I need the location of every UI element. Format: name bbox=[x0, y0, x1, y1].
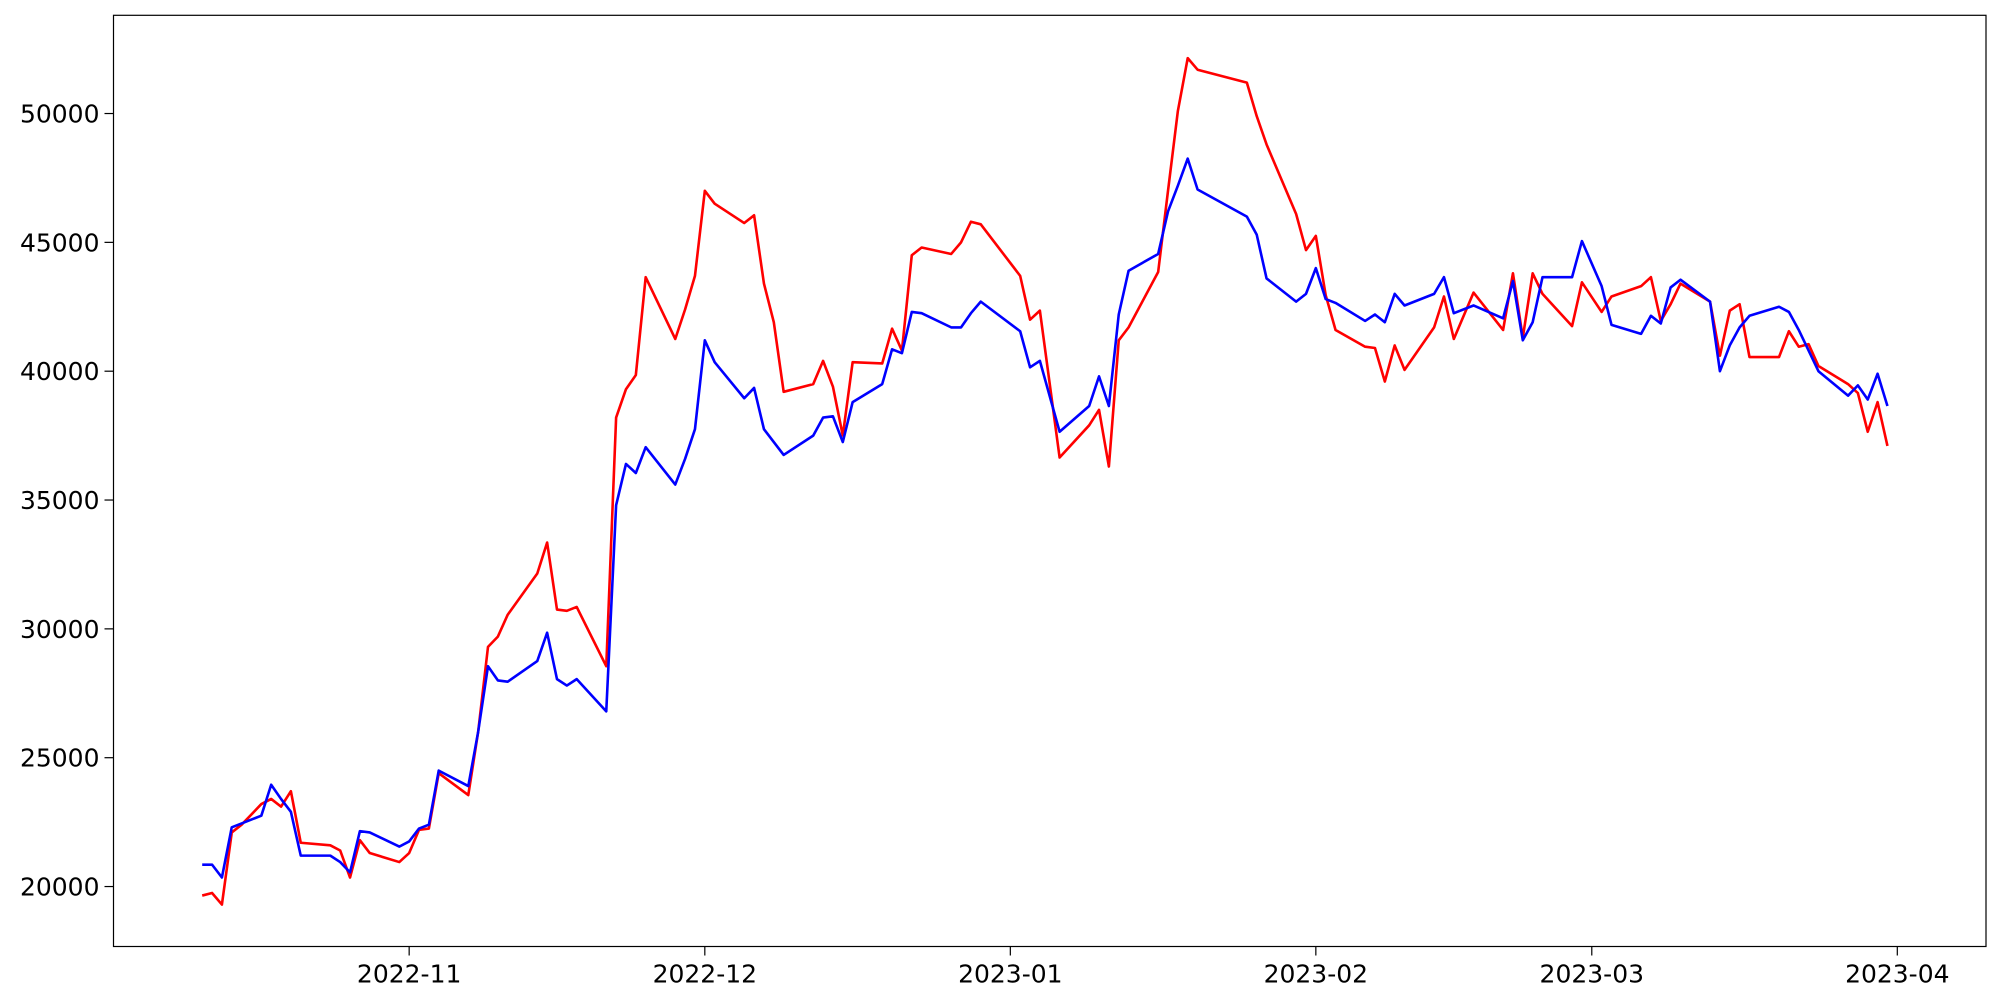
y-tick-label: 25000 bbox=[20, 744, 100, 773]
x-tick-label: 2023-03 bbox=[1540, 960, 1644, 989]
x-tick-label: 2022-11 bbox=[357, 960, 461, 989]
line-series bbox=[202, 157, 1889, 879]
x-tick-label: 2023-02 bbox=[1264, 960, 1368, 989]
y-tick-label: 35000 bbox=[20, 486, 100, 515]
x-tick-label: 2023-04 bbox=[1845, 960, 1949, 989]
y-tick-label: 30000 bbox=[20, 615, 100, 644]
y-tick-label: 20000 bbox=[20, 873, 100, 902]
plot-frame bbox=[112, 14, 1987, 948]
x-tick-label: 2022-12 bbox=[653, 960, 757, 989]
line-series bbox=[201, 56, 1889, 906]
y-tick-label: 45000 bbox=[20, 228, 100, 257]
x-tick-label: 2023-01 bbox=[958, 960, 1062, 989]
y-tick-label: 50000 bbox=[20, 100, 100, 129]
y-tick-label: 40000 bbox=[20, 357, 100, 386]
